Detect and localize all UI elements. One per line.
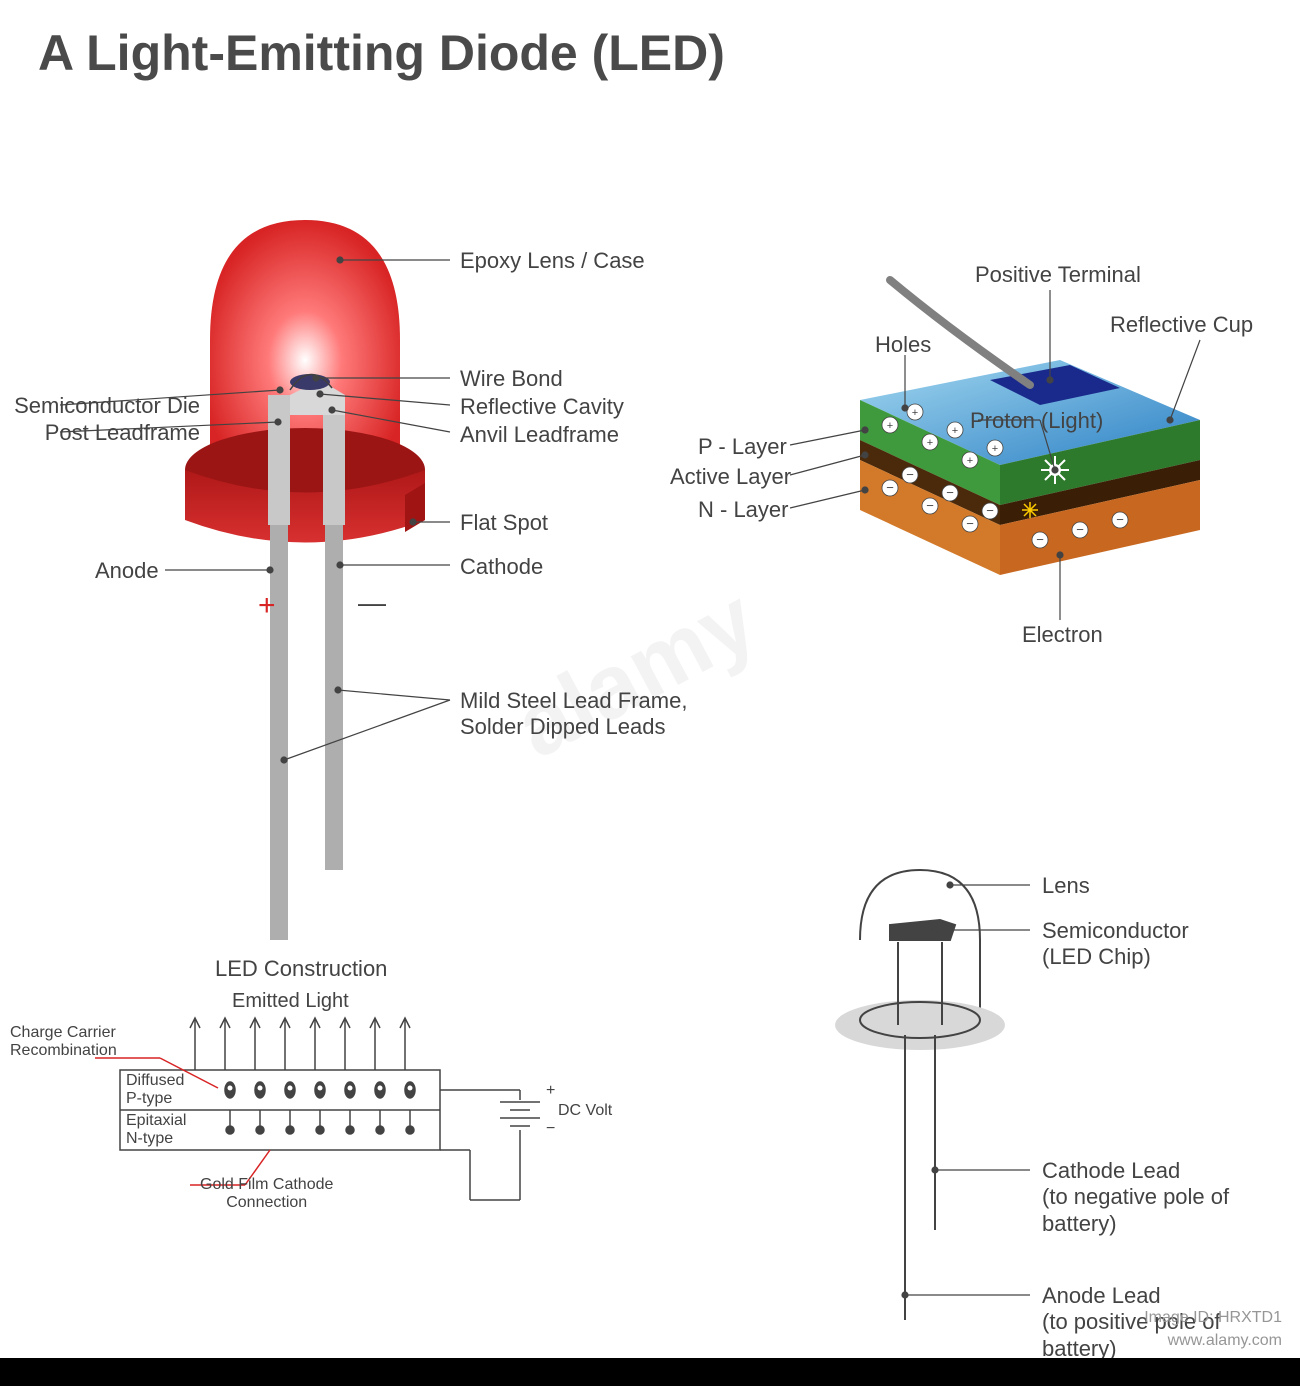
label-epoxy: Epoxy Lens / Case bbox=[460, 248, 645, 274]
svg-text:−: − bbox=[886, 480, 894, 495]
watermark-url: www.alamy.com bbox=[1144, 1330, 1282, 1352]
label-p-layer: P - Layer bbox=[698, 434, 787, 460]
label-plus: + bbox=[546, 1082, 555, 1100]
label-dc-volt: DC Volt bbox=[558, 1102, 612, 1120]
svg-text:+: + bbox=[927, 437, 933, 449]
svg-text:+: + bbox=[992, 443, 998, 455]
svg-text:+: + bbox=[952, 425, 958, 437]
svg-text:−: − bbox=[906, 467, 914, 482]
label-reflective-cavity: Reflective Cavity bbox=[460, 394, 624, 420]
svg-text:−: − bbox=[1036, 532, 1044, 547]
label-lens: Lens bbox=[1042, 873, 1090, 899]
label-anode: Anode bbox=[95, 558, 159, 584]
label-emitted-light: Emitted Light bbox=[232, 990, 349, 1013]
label-charge-carrier: Charge Carrier Recombination bbox=[10, 1024, 117, 1060]
label-minus: − bbox=[546, 1120, 555, 1138]
label-semiconductor: Semiconductor (LED Chip) bbox=[1042, 918, 1189, 971]
watermark-text: Image ID: HRXTD1 www.alamy.com bbox=[1144, 1307, 1282, 1352]
svg-text:−: − bbox=[986, 503, 994, 518]
svg-text:−: − bbox=[946, 485, 954, 500]
label-n-layer: N - Layer bbox=[698, 497, 788, 523]
label-proton: Proton (Light) bbox=[970, 408, 1103, 434]
svg-text:−: − bbox=[1116, 512, 1124, 527]
label-flat-spot: Flat Spot bbox=[460, 510, 548, 536]
svg-text:+: + bbox=[258, 589, 276, 622]
svg-text:—: — bbox=[358, 587, 386, 618]
svg-text:−: − bbox=[1076, 522, 1084, 537]
svg-text:−: − bbox=[926, 498, 934, 513]
label-epitaxial: Epitaxial N-type bbox=[126, 1112, 186, 1147]
label-cathode: Cathode bbox=[460, 554, 543, 580]
label-post: Post Leadframe bbox=[10, 420, 200, 446]
label-die: Semiconductor Die bbox=[10, 393, 200, 419]
label-reflective-cup: Reflective Cup bbox=[1110, 312, 1253, 338]
svg-text:alamy: alamy bbox=[500, 569, 772, 777]
watermark-image-id: Image ID: HRXTD1 bbox=[1144, 1307, 1282, 1329]
svg-text:−: − bbox=[966, 516, 974, 531]
label-cathode-lead: Cathode Lead (to negative pole of batter… bbox=[1042, 1158, 1300, 1237]
footer-bar bbox=[0, 1358, 1300, 1386]
construction-title: LED Construction bbox=[215, 956, 387, 982]
svg-text:+: + bbox=[967, 455, 973, 467]
label-gold-film: Gold Film Cathode Connection bbox=[200, 1176, 333, 1212]
label-anvil: Anvil Leadframe bbox=[460, 422, 619, 448]
label-holes: Holes bbox=[875, 332, 931, 358]
label-electron: Electron bbox=[1022, 622, 1103, 648]
label-positive-terminal: Positive Terminal bbox=[975, 262, 1141, 288]
label-diffused: Diffused P-type bbox=[126, 1072, 184, 1107]
svg-text:+: + bbox=[912, 407, 918, 419]
label-leads: Mild Steel Lead Frame, Solder Dipped Lea… bbox=[460, 688, 687, 740]
label-wire-bond: Wire Bond bbox=[460, 366, 563, 392]
label-active-layer: Active Layer bbox=[670, 464, 791, 490]
svg-text:+: + bbox=[887, 420, 893, 432]
